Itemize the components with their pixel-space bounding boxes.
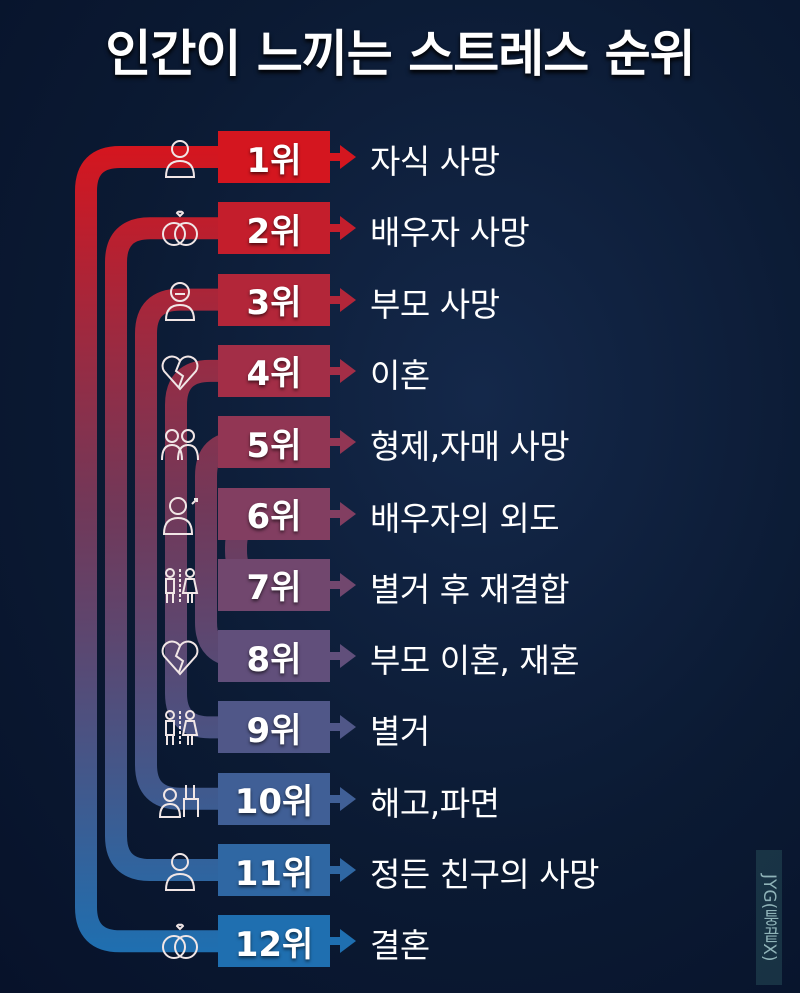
broken-heart-icon bbox=[161, 640, 199, 676]
fired-icon bbox=[158, 784, 199, 818]
rank-badge: 9위 bbox=[218, 701, 330, 754]
stress-label: 별거 후 재결합 bbox=[370, 569, 570, 609]
stress-label: 부모 사망 bbox=[370, 284, 500, 324]
rank-badge: 5위 bbox=[218, 416, 330, 469]
stress-label: 정든 친구의 사망 bbox=[370, 855, 600, 894]
stress-label: 형제,자매 사망 bbox=[370, 427, 570, 467]
stress-label: 이혼 bbox=[370, 355, 430, 395]
stress-label: 별거 bbox=[370, 712, 430, 752]
connector-path bbox=[75, 146, 220, 953]
stress-label: 결혼 bbox=[370, 926, 430, 966]
siblings-icon bbox=[161, 429, 199, 461]
elder-icon bbox=[164, 281, 196, 321]
rank-badge: 10위 bbox=[218, 772, 330, 825]
rank-badge: 8위 bbox=[218, 630, 330, 683]
rings-icon bbox=[162, 210, 198, 247]
stress-label: 부모 이혼, 재혼 bbox=[370, 641, 580, 681]
stress-label: 배우자 사망 bbox=[370, 213, 530, 253]
rank-item: 2위 배우자 사망 bbox=[0, 202, 800, 255]
rank-item: 8위 부모 이혼, 재혼 bbox=[0, 630, 800, 683]
rank-badge: 7위 bbox=[218, 558, 330, 611]
connector-path bbox=[165, 359, 220, 739]
stress-label: 해고,파면 bbox=[370, 783, 500, 823]
affair-icon bbox=[162, 496, 198, 535]
rank-badge: 2위 bbox=[218, 202, 330, 255]
couple-icon bbox=[165, 567, 199, 603]
rank-badge: 6위 bbox=[218, 487, 330, 540]
rank-item: 9위 별거 bbox=[0, 701, 800, 754]
rank-badge: 12위 bbox=[218, 915, 330, 968]
person-icon bbox=[164, 853, 196, 891]
rank-item: 12위 결혼 bbox=[0, 915, 800, 968]
rank-item: 1위 자식 사망 bbox=[0, 131, 800, 183]
rank-item: 10위 해고,파면 bbox=[0, 772, 800, 825]
rank-item: 4위 이혼 bbox=[0, 344, 800, 397]
rank-badge: 3위 bbox=[218, 273, 330, 326]
rank-badge: 11위 bbox=[218, 844, 330, 896]
stress-label: 자식 사망 bbox=[370, 142, 500, 181]
rank-item: 6위 배우자의 외도 bbox=[0, 487, 800, 540]
page-title: 인간이 느끼는 스트레스 순위 bbox=[105, 25, 695, 83]
rank-badge: 1위 bbox=[218, 131, 330, 183]
couple-icon bbox=[165, 710, 199, 746]
rank-item: 3위 부모 사망 bbox=[0, 273, 800, 326]
rank-item: 5위 형제,자매 사망 bbox=[0, 416, 800, 469]
watermark: JYG(퉁끝X) bbox=[756, 850, 782, 985]
rank-item: 11위 정든 친구의 사망 bbox=[0, 844, 800, 896]
stress-label: 배우자의 외도 bbox=[370, 498, 560, 538]
person-icon bbox=[164, 140, 196, 178]
rings-icon bbox=[162, 923, 198, 960]
rank-item: 7위 별거 후 재결합 bbox=[0, 558, 800, 611]
rank-badge: 4위 bbox=[218, 344, 330, 397]
broken-heart-icon bbox=[161, 355, 199, 391]
connector-path bbox=[105, 217, 220, 881]
connector-path bbox=[135, 288, 220, 810]
